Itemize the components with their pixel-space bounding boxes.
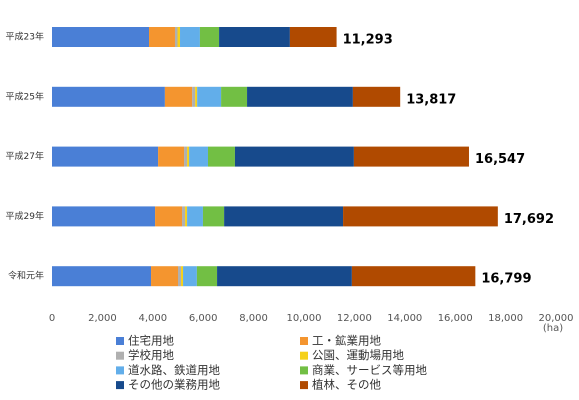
- bar-segment: [351, 266, 476, 287]
- x-tick-label: 2,000: [88, 313, 117, 324]
- legend-label: 商業、サービス等用地: [312, 363, 427, 377]
- category-label: 平成27年: [6, 150, 44, 162]
- category-label: 平成25年: [6, 90, 44, 102]
- bar-segment: [224, 206, 344, 227]
- legend-swatch: [116, 381, 124, 390]
- bar-segment: [217, 266, 352, 287]
- bar-segment: [343, 206, 498, 227]
- bar-segment: [219, 27, 290, 47]
- bar-segment: [52, 206, 156, 227]
- bar-segment: [185, 206, 188, 227]
- category-label: 平成29年: [6, 210, 44, 222]
- total-label: 17,692: [504, 212, 554, 227]
- bar-segment: [158, 146, 185, 167]
- legend-label: 道水路、鉄道用地: [128, 363, 220, 377]
- legend-swatch: [300, 381, 308, 390]
- bar-segment: [207, 146, 235, 167]
- category-label: 令和元年: [8, 270, 44, 282]
- bar-segment: [202, 206, 225, 227]
- bar-segment: [234, 146, 354, 167]
- bar-segment: [182, 206, 186, 227]
- legend-swatch: [300, 337, 308, 345]
- bar-segment: [352, 86, 401, 107]
- bar-segment: [289, 27, 337, 47]
- bar-segment: [149, 27, 175, 47]
- bar-segment: [52, 86, 165, 107]
- bar-segment: [199, 27, 220, 47]
- legend-swatch: [116, 366, 124, 375]
- x-tick-label: 16,000: [438, 313, 473, 324]
- bar-segment: [197, 86, 222, 107]
- legend-label: 学校用地: [128, 348, 174, 362]
- x-tick-label: 20,000: [539, 313, 574, 324]
- x-tick-label: 6,000: [189, 313, 218, 324]
- x-axis-label: (ha): [543, 323, 563, 334]
- bar-segment: [180, 27, 200, 47]
- bar-segment: [178, 266, 182, 287]
- x-tick-label: 4,000: [138, 313, 167, 324]
- bar-segment: [187, 206, 203, 227]
- total-label: 11,293: [343, 33, 393, 48]
- legend-label: 植林、その他: [312, 378, 381, 392]
- bar-segment: [247, 86, 353, 107]
- bar-segment: [52, 266, 152, 287]
- bar-segment: [177, 27, 181, 47]
- bar-segment: [192, 86, 196, 107]
- bar-segment: [52, 146, 159, 167]
- legend-swatch: [116, 337, 124, 345]
- legend-label: 住宅用地: [128, 334, 174, 348]
- legend-label: 公園、運動場用地: [312, 348, 404, 362]
- legend-swatch: [300, 366, 308, 375]
- bar-segment: [174, 27, 178, 47]
- bar-segment: [189, 146, 208, 167]
- total-label: 16,547: [475, 152, 525, 167]
- bar-segment: [183, 266, 197, 287]
- legend-swatch: [116, 351, 124, 360]
- bar-segment: [353, 146, 469, 167]
- total-label: 13,817: [406, 92, 456, 107]
- bar-segment: [181, 266, 184, 287]
- x-tick-label: 10,000: [287, 313, 322, 324]
- x-tick-label: 0: [49, 313, 55, 324]
- category-label: 平成23年: [6, 31, 44, 43]
- bar-segment: [155, 206, 183, 227]
- x-tick-label: 8,000: [239, 313, 268, 324]
- legend-label: その他の業務用地: [128, 378, 220, 392]
- total-label: 16,799: [481, 272, 531, 287]
- bar-segment: [187, 146, 190, 167]
- bar-segment: [52, 27, 150, 47]
- bar-segment: [151, 266, 178, 287]
- bar-segment: [164, 86, 193, 107]
- x-tick-label: 14,000: [387, 313, 422, 324]
- bar-segment: [184, 146, 188, 167]
- bar-segment: [195, 86, 198, 107]
- x-tick-label: 18,000: [488, 313, 523, 324]
- legend-label: 工・鉱業用地: [312, 334, 381, 348]
- legend-swatch: [300, 351, 308, 360]
- bar-segment: [196, 266, 218, 287]
- x-tick-label: 12,000: [337, 313, 372, 324]
- bar-segment: [221, 86, 248, 107]
